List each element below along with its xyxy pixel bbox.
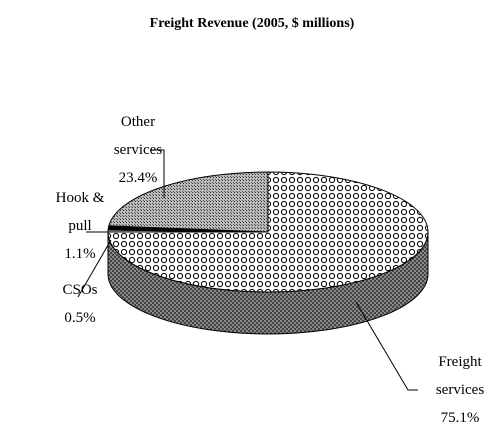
category-label: Hook & pull [55, 190, 105, 234]
value-label: 1.1% [64, 246, 96, 262]
leader-line [355, 301, 418, 391]
value-label: 23.4% [118, 170, 158, 186]
slice-label: Freight services 75.1% [420, 348, 500, 432]
value-label: 75.1% [440, 410, 480, 426]
category-label: Other services [113, 114, 163, 158]
pie-slice [108, 171, 269, 233]
pie-slice [107, 171, 429, 293]
slice-label: CSOs 0.5% [50, 276, 110, 332]
slice-label: Hook & pull 1.1% [50, 184, 110, 268]
leader-line [77, 239, 112, 298]
leader-line [150, 149, 165, 198]
slice-label: Other services 23.4% [98, 108, 178, 192]
category-label: Freight services [435, 354, 485, 398]
value-label: 0.5% [64, 310, 96, 326]
chart-title: Freight Revenue (2005, $ millions) [149, 16, 355, 31]
category-label: CSOs [62, 282, 98, 298]
